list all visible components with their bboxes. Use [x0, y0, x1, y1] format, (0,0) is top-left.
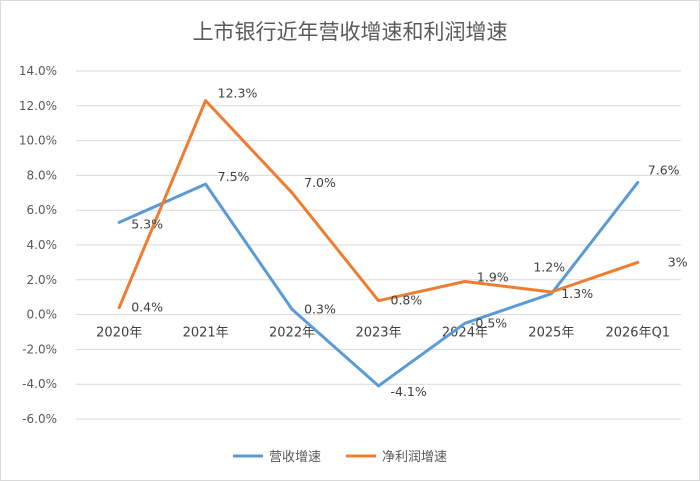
y-axis: 14.0% 12.0% 10.0% 8.0% 6.0% 4.0% 2.0% 0.0% -2.0%… [19, 64, 57, 426]
y-tick-label: 0.0% [27, 308, 58, 322]
series-line-0 [117, 180, 640, 388]
data-label: 5.3% [131, 216, 163, 231]
data-label: 3% [668, 254, 688, 269]
data-label: -4.1% [391, 384, 427, 399]
legend-label: 净利润增速 [382, 450, 447, 465]
y-tick-label: 8.0% [27, 168, 58, 182]
x-tick-label: 2024年 [442, 326, 488, 341]
y-tick-label: -4.0% [22, 377, 57, 391]
y-tick-label: 10.0% [19, 134, 57, 148]
legend-label: 营收增速 [269, 450, 321, 465]
data-label: 0.4% [131, 300, 163, 315]
y-tick-label: 2.0% [27, 273, 58, 287]
data-label: 1.9% [477, 270, 509, 285]
y-tick-label: -6.0% [22, 412, 57, 426]
series-lines [117, 99, 640, 388]
x-tick-label: 2022年 [269, 326, 315, 341]
data-label: 7.5% [218, 169, 250, 184]
data-label: -0.5% [471, 315, 507, 330]
x-tick-label: 2023年 [355, 326, 401, 341]
chart-title: 上市银行近年营收增速和利润增速 [193, 20, 508, 44]
x-tick-label: 2026年Q1 [605, 326, 670, 341]
x-tick-label: 2020年 [96, 326, 142, 341]
data-label: 7.6% [648, 162, 680, 177]
x-tick-label: 2021年 [183, 326, 229, 341]
data-labels: 5.3% 7.5% 0.3% -4.1% -0.5% 1.2% 7.6% 0.4% 12.3% 7… [131, 86, 688, 399]
x-axis: 2020年 2021年 2022年 2023年 2024年 2025年 2026年Q1 [96, 326, 670, 341]
x-tick-label: 2025年 [528, 326, 574, 341]
data-label: 0.8% [391, 293, 423, 308]
y-tick-label: 14.0% [19, 64, 57, 78]
y-tick-label: 4.0% [27, 238, 58, 252]
gridlines [76, 70, 681, 420]
y-tick-label: 12.0% [19, 99, 57, 113]
data-label: 12.3% [218, 86, 258, 101]
data-label: 1.3% [561, 286, 593, 301]
data-label: 0.3% [304, 301, 336, 316]
data-label: 1.2% [533, 260, 565, 275]
y-tick-label: -2.0% [22, 342, 57, 356]
series-line-1 [117, 99, 640, 310]
y-tick-label: 6.0% [27, 203, 58, 217]
data-label: 7.0% [304, 175, 336, 190]
legend: 营收增速 净利润增速 [233, 450, 447, 465]
